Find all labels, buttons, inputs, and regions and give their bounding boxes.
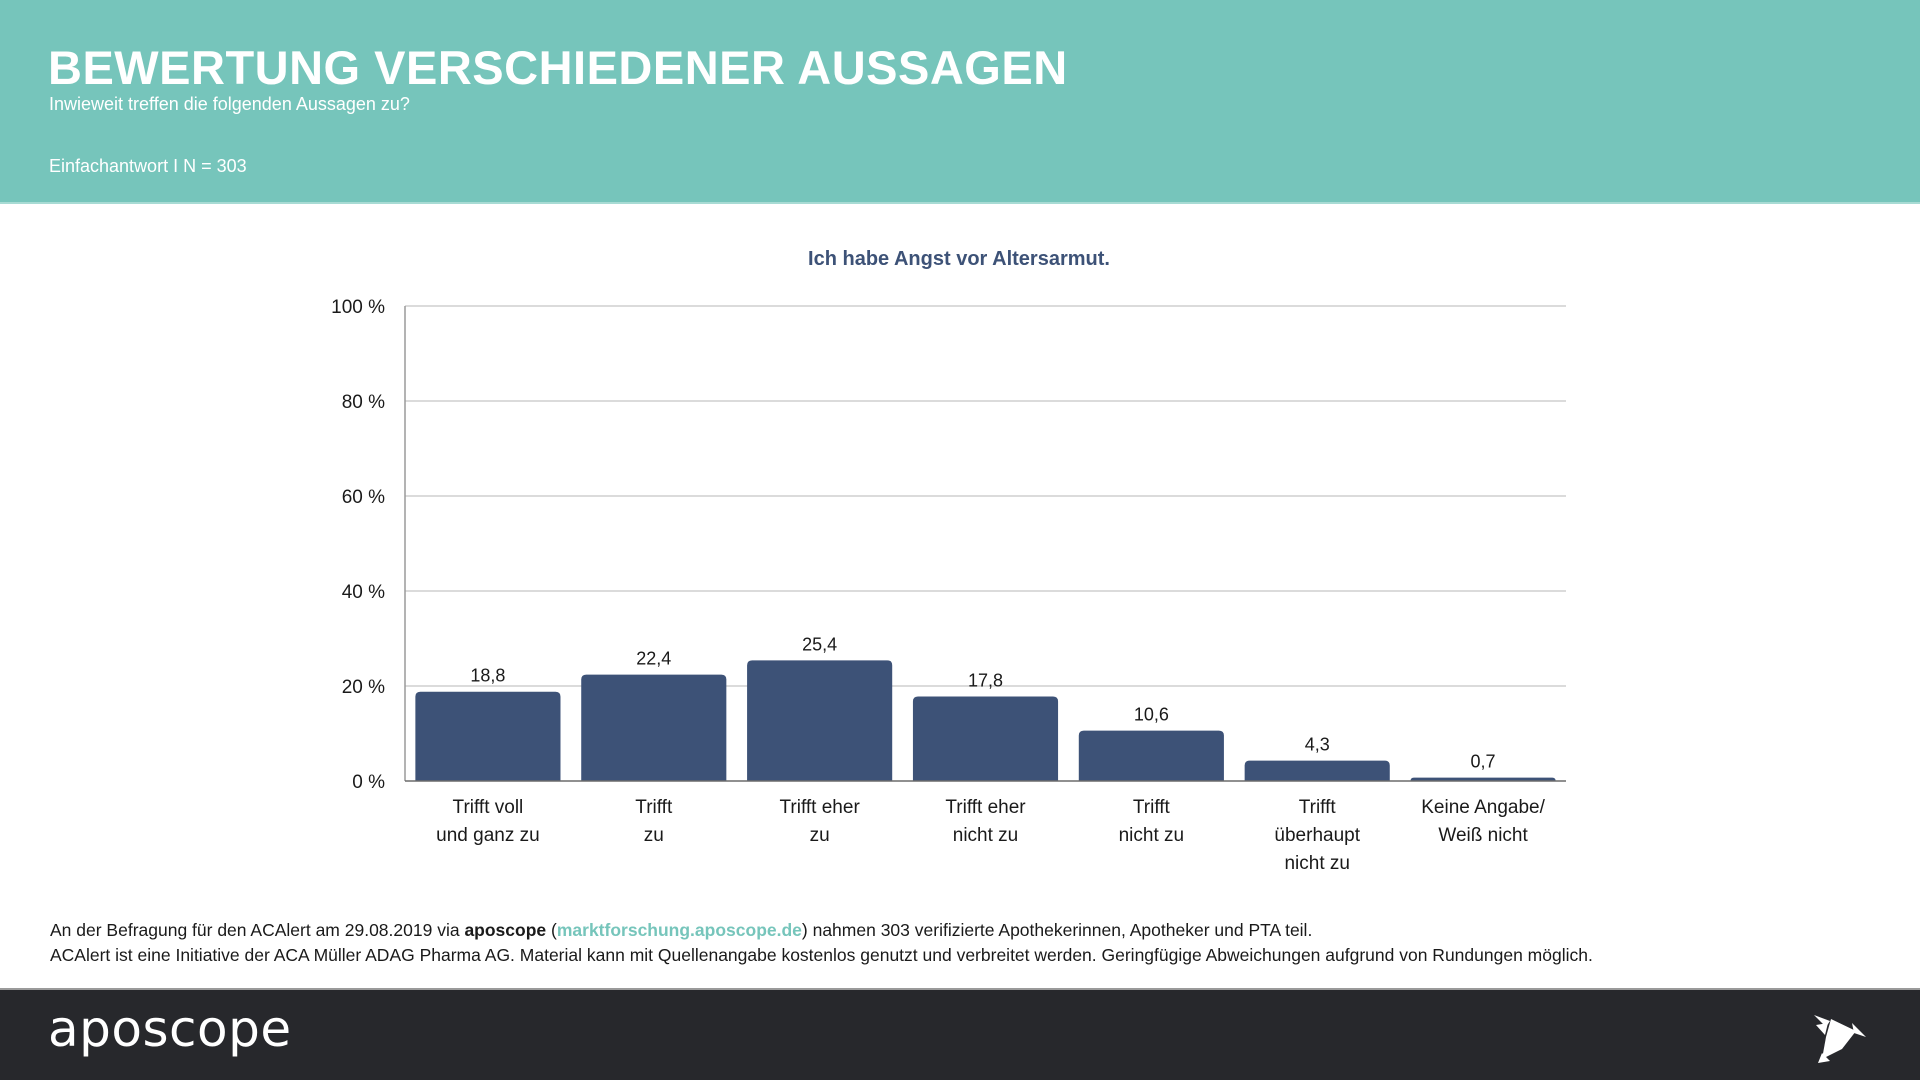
bar [1244, 760, 1390, 781]
value-label: 25,4 [802, 634, 837, 654]
chart-area: Ich habe Angst vor Altersarmut. 0 % 20 % 4… [0, 204, 1920, 904]
value-label: 18,8 [470, 666, 505, 686]
y-axis-ticks: 0 % 20 % 40 % 60 % 80 % 100 % [331, 297, 385, 793]
x-tick-label-line: und ganz zu [436, 825, 540, 846]
footnote-link[interactable]: marktforschung.aposcope.de [556, 920, 802, 940]
value-label: 4,3 [1305, 735, 1330, 755]
page-title: BEWERTUNG VERSCHIEDENER AUSSAGEN [48, 41, 1068, 94]
bar [1410, 777, 1556, 781]
page-subtitle: Inwieweit treffen die folgenden Aussagen… [49, 94, 410, 114]
x-tick-label-line: nicht zu [1284, 853, 1349, 874]
x-tick-label: Trifft voll und ganz zu [436, 797, 540, 846]
x-tick-label-line: überhaupt [1274, 825, 1360, 846]
bar [912, 696, 1059, 781]
y-tick-label: 40 % [342, 582, 385, 603]
value-label: 17,8 [968, 670, 1003, 690]
x-tick-label: Trifft überhaupt nicht zu [1274, 797, 1360, 874]
bar [1078, 730, 1224, 781]
footnote-text: ) nahmen 303 verifizierte Apothekerinnen… [801, 920, 1313, 940]
bar [747, 660, 893, 781]
header-band: BEWERTUNG VERSCHIEDENER AUSSAGEN Inwiewe… [0, 0, 1920, 204]
value-labels: 18,8 22,4 25,4 17,8 10,6 4,3 0,7 [470, 634, 1495, 771]
x-tick-label-line: Trifft [1133, 797, 1171, 818]
y-tick-label: 60 % [342, 487, 385, 508]
x-tick-label: Keine Angabe/Weiß nicht [1421, 797, 1545, 846]
x-tick-label: Trifft nicht zu [1119, 797, 1184, 846]
bar-chart: Ich habe Angst vor Altersarmut. 0 % 20 % 4… [331, 248, 1566, 874]
value-label: 10,6 [1134, 705, 1169, 725]
value-label: 0,7 [1471, 752, 1496, 772]
footnote-brand: aposcope [464, 920, 547, 940]
footnote-line-2: ACAlert ist eine Initiative der ACA Müll… [50, 945, 1593, 965]
footnote-text: An der Befragung für den ACAlert am 29.0… [50, 920, 465, 940]
footnote: An der Befragung für den ACAlert am 29.0… [50, 918, 1890, 968]
x-tick-label-line: zu [644, 825, 664, 846]
x-tick-label-line: Trifft eher [945, 797, 1026, 818]
x-tick-label-line: Trifft eher [780, 797, 861, 818]
footer-bar: aposcope [0, 988, 1920, 1080]
footnote-paren: ( [546, 920, 557, 940]
bars [415, 660, 1556, 781]
x-tick-label: Trifft eher zu [780, 797, 861, 846]
origami-bird-icon [1814, 1015, 1866, 1063]
y-tick-label: 0 % [352, 772, 385, 793]
x-tick-label-line: Trifft [1299, 797, 1337, 818]
x-tick-label-line: Keine Angabe/ [1421, 797, 1545, 818]
chart-title: Ich habe Angst vor Altersarmut. [808, 248, 1110, 270]
x-tick-label-line: nicht zu [1119, 825, 1184, 846]
brand-logo: aposcope [48, 1000, 292, 1058]
bar [581, 674, 727, 781]
x-tick-label-line: Trifft [635, 797, 673, 818]
x-tick-label-line: Weiß nicht [1438, 825, 1528, 846]
x-tick-label-line: Trifft voll [453, 797, 524, 818]
y-tick-label: 100 % [331, 297, 385, 318]
footnote-line-1: An der Befragung für den ACAlert am 29.0… [50, 918, 1890, 943]
y-tick-label: 80 % [342, 392, 385, 413]
bar [415, 691, 561, 781]
gridlines [405, 305, 1566, 687]
x-tick-label: Trifft zu [635, 797, 673, 846]
value-label: 22,4 [636, 649, 671, 669]
sample-info: Einfachantwort I N = 303 [49, 156, 247, 176]
y-tick-label: 20 % [342, 677, 385, 698]
x-tick-label-line: nicht zu [953, 825, 1018, 846]
x-tick-label: Trifft eher nicht zu [945, 797, 1026, 846]
x-tick-label-line: zu [810, 825, 830, 846]
